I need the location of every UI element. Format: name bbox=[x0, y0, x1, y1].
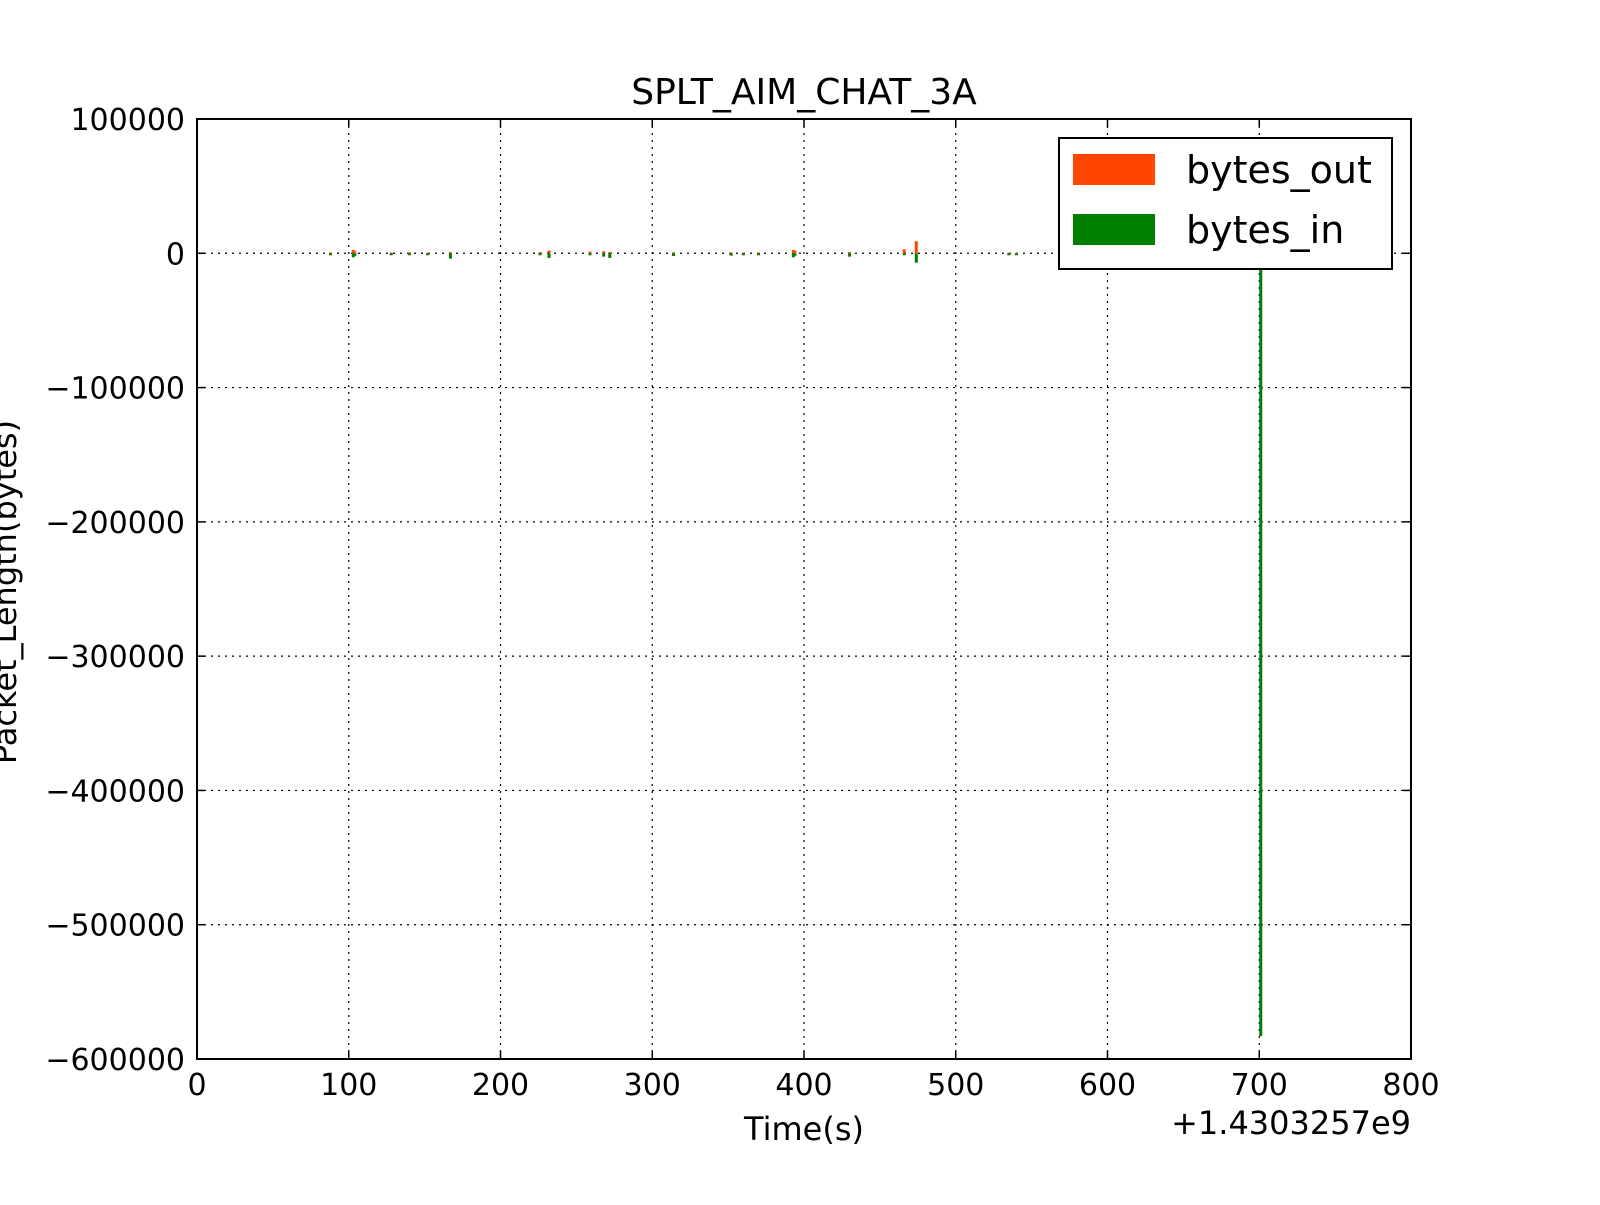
bar-bytes-out bbox=[914, 241, 918, 254]
bar-bytes-in bbox=[1259, 253, 1263, 1037]
bar-bytes-in bbox=[1007, 253, 1011, 256]
legend: bytes_out bytes_in bbox=[1058, 137, 1393, 270]
bar-bytes-out bbox=[448, 252, 452, 255]
bar-bytes-out bbox=[547, 250, 551, 254]
x-tick-label: 100 bbox=[320, 1068, 377, 1103]
y-axis-title: Packet_Length(bytes) bbox=[0, 420, 24, 764]
bar-bytes-in bbox=[902, 253, 906, 256]
bar-bytes-in bbox=[756, 253, 760, 256]
y-tick-label: −100000 bbox=[45, 372, 185, 407]
x-axis-offset-label: +1.4303257e9 bbox=[1171, 1104, 1411, 1142]
bar-bytes-in bbox=[914, 253, 918, 263]
bar-bytes-in bbox=[848, 253, 852, 257]
bar-bytes-out bbox=[538, 252, 542, 255]
x-tick-label: 700 bbox=[1231, 1068, 1288, 1103]
bar-bytes-in bbox=[588, 253, 592, 256]
y-tick-label: −300000 bbox=[45, 640, 185, 675]
x-tick-label: 300 bbox=[624, 1068, 681, 1103]
x-tick-label: 500 bbox=[927, 1068, 984, 1103]
y-tick-label: −600000 bbox=[45, 1043, 185, 1078]
bar-bytes-in bbox=[329, 253, 333, 256]
axis-ticks: 0 100 200 300 400 500 600 700 800 100000 0 −100000 −… bbox=[45, 103, 1439, 1103]
bar-bytes-in bbox=[547, 253, 551, 258]
bar-bytes-out bbox=[791, 249, 795, 254]
x-tick-label: 800 bbox=[1382, 1068, 1439, 1103]
bar-bytes-in bbox=[741, 253, 745, 256]
bar-bytes-out bbox=[353, 251, 357, 254]
bar-bytes-in bbox=[729, 253, 733, 256]
legend-swatch-bytes-in bbox=[1073, 214, 1155, 245]
x-tick-label: 600 bbox=[1079, 1068, 1136, 1103]
legend-label-bytes-in: bytes_in bbox=[1186, 208, 1344, 252]
bar-bytes-out bbox=[351, 249, 355, 254]
bar-bytes-in bbox=[426, 253, 430, 256]
x-axis-title: Time(s) bbox=[743, 1110, 864, 1148]
x-tick-label: 200 bbox=[472, 1068, 529, 1103]
y-tick-label: 100000 bbox=[70, 103, 185, 138]
grid-lines bbox=[197, 119, 1411, 1059]
bar-bytes-in bbox=[793, 253, 797, 256]
bar-bytes-in bbox=[608, 253, 612, 258]
bar-bytes-in bbox=[791, 253, 795, 258]
bars bbox=[329, 241, 1263, 1037]
legend-swatch-bytes-out bbox=[1073, 154, 1155, 185]
bar-bytes-out bbox=[848, 252, 852, 255]
bar-bytes-in bbox=[389, 253, 393, 256]
bar-bytes-in bbox=[351, 253, 355, 258]
legend-label-bytes-out: bytes_out bbox=[1186, 148, 1372, 192]
bar-bytes-out bbox=[793, 250, 797, 254]
y-tick-label: 0 bbox=[166, 237, 185, 272]
bar-bytes-in bbox=[602, 253, 606, 257]
bar-bytes-in bbox=[407, 253, 411, 256]
bar-bytes-in bbox=[538, 253, 542, 256]
bar-bytes-in bbox=[1014, 253, 1018, 256]
y-tick-label: −400000 bbox=[45, 774, 185, 809]
bar-bytes-out bbox=[608, 252, 612, 255]
bar-bytes-out bbox=[602, 251, 606, 254]
y-tick-label: −500000 bbox=[45, 909, 185, 944]
bar-bytes-in bbox=[448, 253, 452, 259]
y-tick-label: −200000 bbox=[45, 506, 185, 541]
x-tick-label: 0 bbox=[187, 1068, 206, 1103]
bar-bytes-in bbox=[353, 253, 357, 256]
chart-title: SPLT_AIM_CHAT_3A bbox=[631, 72, 977, 113]
x-tick-label: 400 bbox=[775, 1068, 832, 1103]
bar-bytes-out bbox=[588, 251, 592, 254]
bar-bytes-out bbox=[902, 249, 906, 254]
bar-bytes-in bbox=[671, 253, 675, 256]
